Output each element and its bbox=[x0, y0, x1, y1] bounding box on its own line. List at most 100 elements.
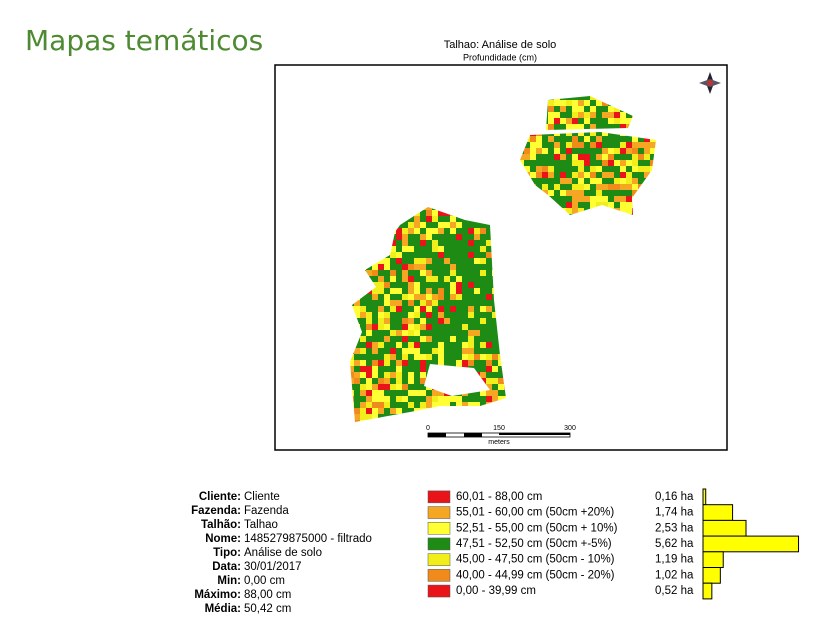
map-cell bbox=[566, 142, 572, 148]
map-cell bbox=[486, 348, 492, 354]
map-cell bbox=[468, 348, 474, 354]
map-cell bbox=[578, 142, 584, 148]
map-cell bbox=[402, 318, 408, 324]
map-cell bbox=[444, 240, 450, 246]
map-cell bbox=[450, 222, 456, 228]
map-cell bbox=[462, 306, 468, 312]
map-cell bbox=[554, 106, 560, 112]
map-cell bbox=[372, 348, 378, 354]
map-cell bbox=[480, 336, 486, 342]
map-cell bbox=[584, 100, 590, 106]
info-value: 88,00 cm bbox=[244, 589, 291, 601]
map-cell bbox=[474, 354, 480, 360]
map-cell bbox=[584, 166, 590, 172]
map-cell bbox=[438, 222, 444, 228]
map-cell bbox=[462, 342, 468, 348]
map-cell bbox=[626, 166, 632, 172]
map-cell bbox=[384, 294, 390, 300]
map-cell bbox=[426, 300, 432, 306]
map-cell bbox=[438, 288, 444, 294]
map-cell bbox=[426, 348, 432, 354]
map-cell bbox=[426, 288, 432, 294]
map-cell bbox=[462, 336, 468, 342]
map-cell bbox=[492, 312, 498, 318]
map-cell bbox=[602, 172, 608, 178]
map-cell bbox=[360, 402, 366, 408]
map-cell bbox=[408, 384, 414, 390]
map-cell bbox=[608, 190, 614, 196]
map-cell bbox=[486, 342, 492, 348]
map-cell bbox=[596, 160, 602, 166]
map-cell bbox=[396, 354, 402, 360]
map-cell bbox=[456, 264, 462, 270]
map-cell bbox=[632, 184, 638, 190]
map-cell bbox=[378, 396, 384, 402]
map-cell bbox=[462, 396, 468, 402]
map-cell bbox=[456, 318, 462, 324]
area-label: 5,62 ha bbox=[655, 538, 694, 550]
map-cell bbox=[480, 264, 486, 270]
scale-label: 150 bbox=[493, 425, 505, 432]
map-cell bbox=[542, 148, 548, 154]
map-cell bbox=[468, 324, 474, 330]
map-cell bbox=[420, 384, 426, 390]
map-cell bbox=[438, 252, 444, 258]
map-cell bbox=[554, 172, 560, 178]
map-cell bbox=[402, 336, 408, 342]
map-cell bbox=[354, 312, 360, 318]
map-cell bbox=[438, 390, 444, 396]
map-cell bbox=[432, 348, 438, 354]
map-cell bbox=[372, 270, 378, 276]
map-cell bbox=[566, 202, 572, 208]
map-cell bbox=[620, 190, 626, 196]
map-cell bbox=[360, 414, 366, 420]
map-cell bbox=[578, 172, 584, 178]
map-cell bbox=[408, 330, 414, 336]
map-cell bbox=[408, 360, 414, 366]
map-cell bbox=[432, 252, 438, 258]
map-cell bbox=[390, 312, 396, 318]
map-cell bbox=[492, 354, 498, 360]
map-cell bbox=[638, 172, 644, 178]
map-cell bbox=[614, 106, 620, 112]
map-cell bbox=[626, 154, 632, 160]
map-cell bbox=[554, 166, 560, 172]
map-cell bbox=[390, 276, 396, 282]
map-cell bbox=[650, 148, 656, 154]
map-cell bbox=[396, 228, 402, 234]
map-cell bbox=[384, 348, 390, 354]
map-cell bbox=[372, 402, 378, 408]
map-cell bbox=[638, 136, 644, 142]
map-cell bbox=[480, 318, 486, 324]
map-cell bbox=[474, 246, 480, 252]
map-cell bbox=[414, 228, 420, 234]
map-cell bbox=[366, 390, 372, 396]
map-cell bbox=[420, 378, 426, 384]
map-cell bbox=[426, 246, 432, 252]
map-cell bbox=[456, 360, 462, 366]
map-cell bbox=[450, 354, 456, 360]
map-cell bbox=[480, 366, 486, 372]
map-cell bbox=[378, 294, 384, 300]
map-cell bbox=[420, 222, 426, 228]
map-cell bbox=[650, 154, 656, 160]
map-cell bbox=[498, 372, 504, 378]
map-cell bbox=[432, 312, 438, 318]
map-cell bbox=[492, 324, 498, 330]
map-cell bbox=[468, 276, 474, 282]
map-cell bbox=[480, 246, 486, 252]
map-cell bbox=[462, 294, 468, 300]
map-cell bbox=[542, 142, 548, 148]
map-cell bbox=[432, 288, 438, 294]
map-cell bbox=[554, 136, 560, 142]
map-cell bbox=[596, 124, 602, 130]
map-cell bbox=[354, 366, 360, 372]
map-cell bbox=[450, 216, 456, 222]
map-cell bbox=[384, 318, 390, 324]
map-cell bbox=[542, 154, 548, 160]
map-cell bbox=[468, 330, 474, 336]
map-cell bbox=[480, 306, 486, 312]
map-cell bbox=[438, 354, 444, 360]
map-cell bbox=[462, 234, 468, 240]
map-cell bbox=[450, 336, 456, 342]
